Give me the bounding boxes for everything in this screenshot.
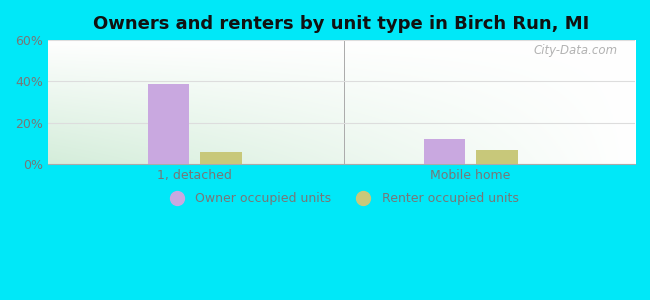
Bar: [200, 152, 242, 164]
Bar: [424, 140, 465, 164]
Bar: [148, 84, 188, 164]
Legend: Owner occupied units, Renter occupied units: Owner occupied units, Renter occupied un…: [159, 187, 523, 210]
Text: City-Data.com: City-Data.com: [533, 44, 618, 57]
Title: Owners and renters by unit type in Birch Run, MI: Owners and renters by unit type in Birch…: [93, 15, 590, 33]
Bar: [476, 150, 517, 164]
